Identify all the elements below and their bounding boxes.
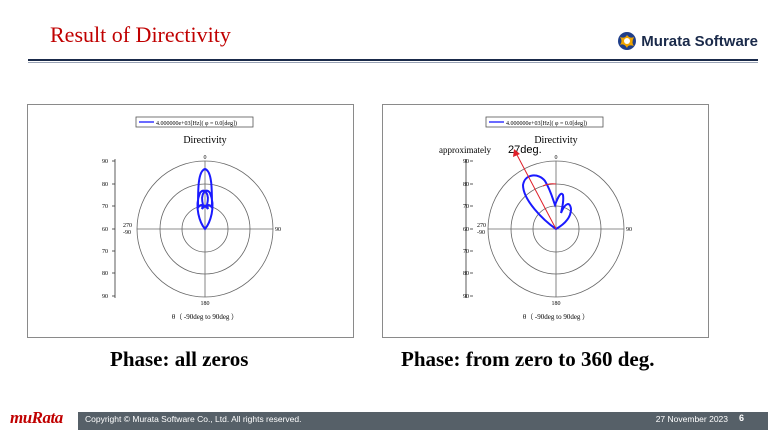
angle-label-90: 90 — [275, 227, 281, 233]
y-tick: 70 — [102, 204, 108, 210]
y-tick: 90 — [463, 159, 469, 165]
y-tick-labels: 90 80 70 60 70 80 90 — [102, 159, 108, 300]
arrow-head — [513, 149, 520, 157]
y-tick-marks — [470, 160, 473, 297]
y-tick-marks — [112, 160, 115, 297]
y-tick: 70 — [463, 204, 469, 210]
slide-title: Result of Directivity — [50, 22, 231, 47]
angle-label-180: 180 — [201, 301, 210, 307]
x-axis-label: θ（ -90deg to 90deg ） — [523, 313, 589, 321]
directivity-curve — [196, 167, 214, 231]
direction-arrow — [515, 152, 557, 230]
directivity-plot-right: 4.000000e+03[Hz]( φ = 0.0[deg]) Directiv… — [382, 104, 709, 338]
legend-box — [485, 116, 604, 128]
angle-label-0: 0 — [555, 155, 558, 161]
angle-label-270: 270 — [477, 223, 486, 229]
polar-grid — [136, 160, 274, 298]
y-tick: 80 — [102, 182, 108, 188]
murata-logo: muRata — [10, 408, 63, 427]
angle-label-90: 90 — [626, 227, 632, 233]
header-rule-thin — [28, 62, 758, 63]
y-tick: 80 — [463, 271, 469, 277]
footer-bar — [78, 412, 768, 430]
x-axis-label: θ（ -90deg to 90deg ） — [172, 313, 238, 321]
y-tick-labels: 90 80 70 60 70 80 90 — [463, 159, 469, 300]
y-tick: 70 — [102, 249, 108, 255]
plot-title: Directivity — [534, 135, 577, 146]
angle-label-180: 180 — [552, 301, 561, 307]
y-tick: 90 — [463, 294, 469, 300]
header-rule — [28, 59, 758, 61]
directivity-curve — [521, 174, 573, 231]
plot-title: Directivity — [183, 135, 226, 146]
caption-right: Phase: from zero to 360 deg. — [401, 347, 655, 371]
page-number: 6 — [738, 413, 744, 423]
globe-icon — [618, 32, 637, 50]
caption-left: Phase: all zeros — [110, 347, 249, 371]
brand: Murata Software — [617, 31, 758, 51]
annotation-value: 27deg. — [508, 144, 542, 156]
legend-label: 4.000000e+03[Hz]( φ = 0.0[deg]) — [506, 120, 587, 127]
legend-label: 4.000000e+03[Hz]( φ = 0.0[deg]) — [156, 120, 237, 127]
polar-chart-left: 4.000000e+03[Hz]( φ = 0.0[deg]) Directiv… — [102, 116, 281, 321]
y-tick: 80 — [102, 271, 108, 277]
angle-label-minus90: -90 — [123, 230, 131, 236]
y-tick: 60 — [102, 227, 108, 233]
angle-label-270: 270 — [123, 223, 132, 229]
y-tick: 90 — [102, 294, 108, 300]
y-tick: 70 — [463, 249, 469, 255]
angle-arc — [542, 183, 557, 187]
legend-box — [135, 116, 254, 128]
y-tick: 80 — [463, 182, 469, 188]
angle-label-0: 0 — [204, 155, 207, 161]
directivity-plot-left: 4.000000e+03[Hz]( φ = 0.0[deg]) Directiv… — [27, 104, 354, 338]
footer-date: 27 November 2023 — [655, 414, 728, 424]
footer-copyright: Copyright © Murata Software Co., Ltd. Al… — [85, 414, 302, 424]
brand-name: Murata Software — [641, 32, 758, 50]
polar-chart-right: 4.000000e+03[Hz]( φ = 0.0[deg]) Directiv… — [439, 116, 632, 321]
y-tick: 90 — [102, 159, 108, 165]
y-tick: 60 — [463, 227, 469, 233]
angle-label-minus90: -90 — [477, 230, 485, 236]
annotation-prefix: approximately — [439, 145, 491, 155]
